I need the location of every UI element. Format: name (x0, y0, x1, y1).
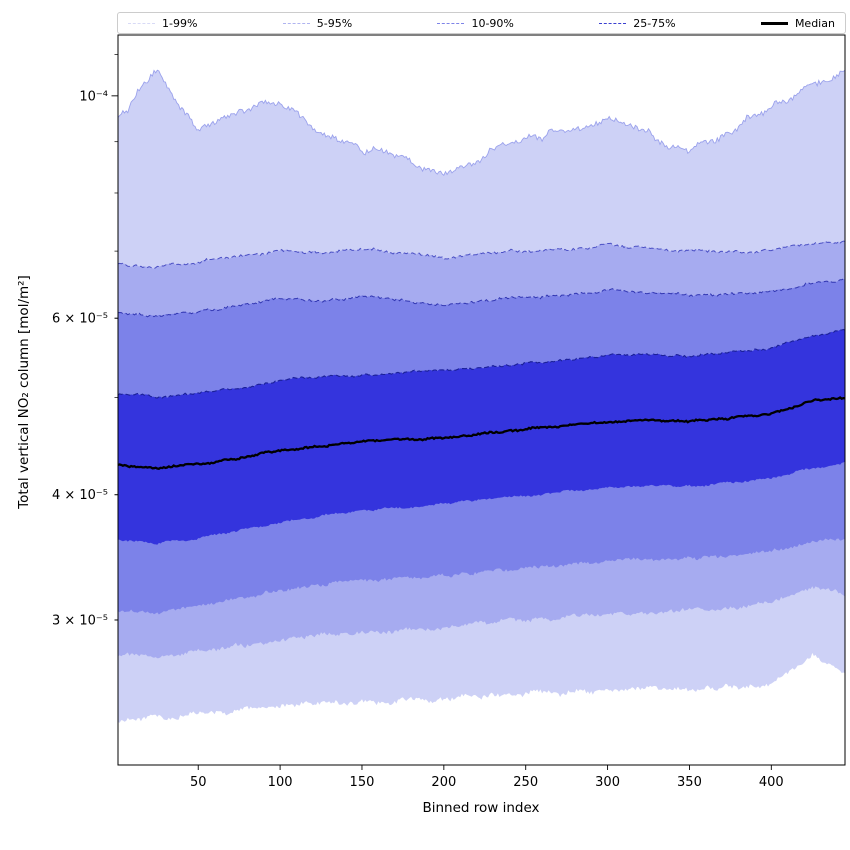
percentile-line-p90 (118, 278, 845, 318)
legend-item-label: 10-90% (471, 16, 514, 30)
legend-item-label: 25-75% (633, 16, 676, 30)
y-tick-label: 6 × 10⁻⁵ (52, 312, 108, 327)
median-line (118, 396, 845, 471)
legend-item-25-75-: 25-75% (599, 16, 676, 30)
y-tick-label: 3 × 10⁻⁵ (52, 613, 108, 628)
x-tick-label: 300 (595, 775, 620, 790)
legend-item-label: 1-99% (162, 16, 198, 30)
legend-line-sample (437, 22, 465, 24)
y-axis-label: Total vertical NO₂ column [mol/m²] (16, 275, 32, 509)
y-tick-label: 10⁻⁴ (79, 89, 108, 104)
y-tick-label: 4 × 10⁻⁵ (52, 488, 108, 503)
legend-line-sample (599, 22, 627, 24)
legend-item-5-95-: 5-95% (282, 16, 353, 30)
legend-item-median: Median (760, 16, 835, 30)
x-tick-label: 100 (268, 775, 293, 790)
percentile-line-p95 (118, 240, 845, 270)
percentile-line-p75 (118, 328, 845, 399)
axes-frame (117, 34, 846, 766)
x-axis-label: Binned row index (422, 800, 540, 816)
x-tick-label: 400 (759, 775, 784, 790)
band-25-75 (118, 329, 845, 545)
legend-item-1-99-: 1-99% (128, 18, 197, 29)
percentile-line-p99 (118, 69, 845, 177)
legend-item-label: 5-95% (316, 16, 353, 30)
legend-item-10-90-: 10-90% (437, 16, 514, 30)
legend-item-label: Median (794, 16, 835, 30)
x-tick-label: 150 (350, 775, 375, 790)
x-tick-label: 350 (677, 775, 702, 790)
x-tick-label: 200 (431, 775, 456, 790)
legend-line-sample (128, 22, 155, 24)
legend-line-sample (760, 21, 788, 25)
legend: 1-99% 5-95% 10-90% 25-75% Median (117, 12, 846, 34)
x-tick-label: 50 (190, 775, 207, 790)
x-tick-label: 250 (513, 775, 538, 790)
legend-line-sample (282, 22, 310, 24)
